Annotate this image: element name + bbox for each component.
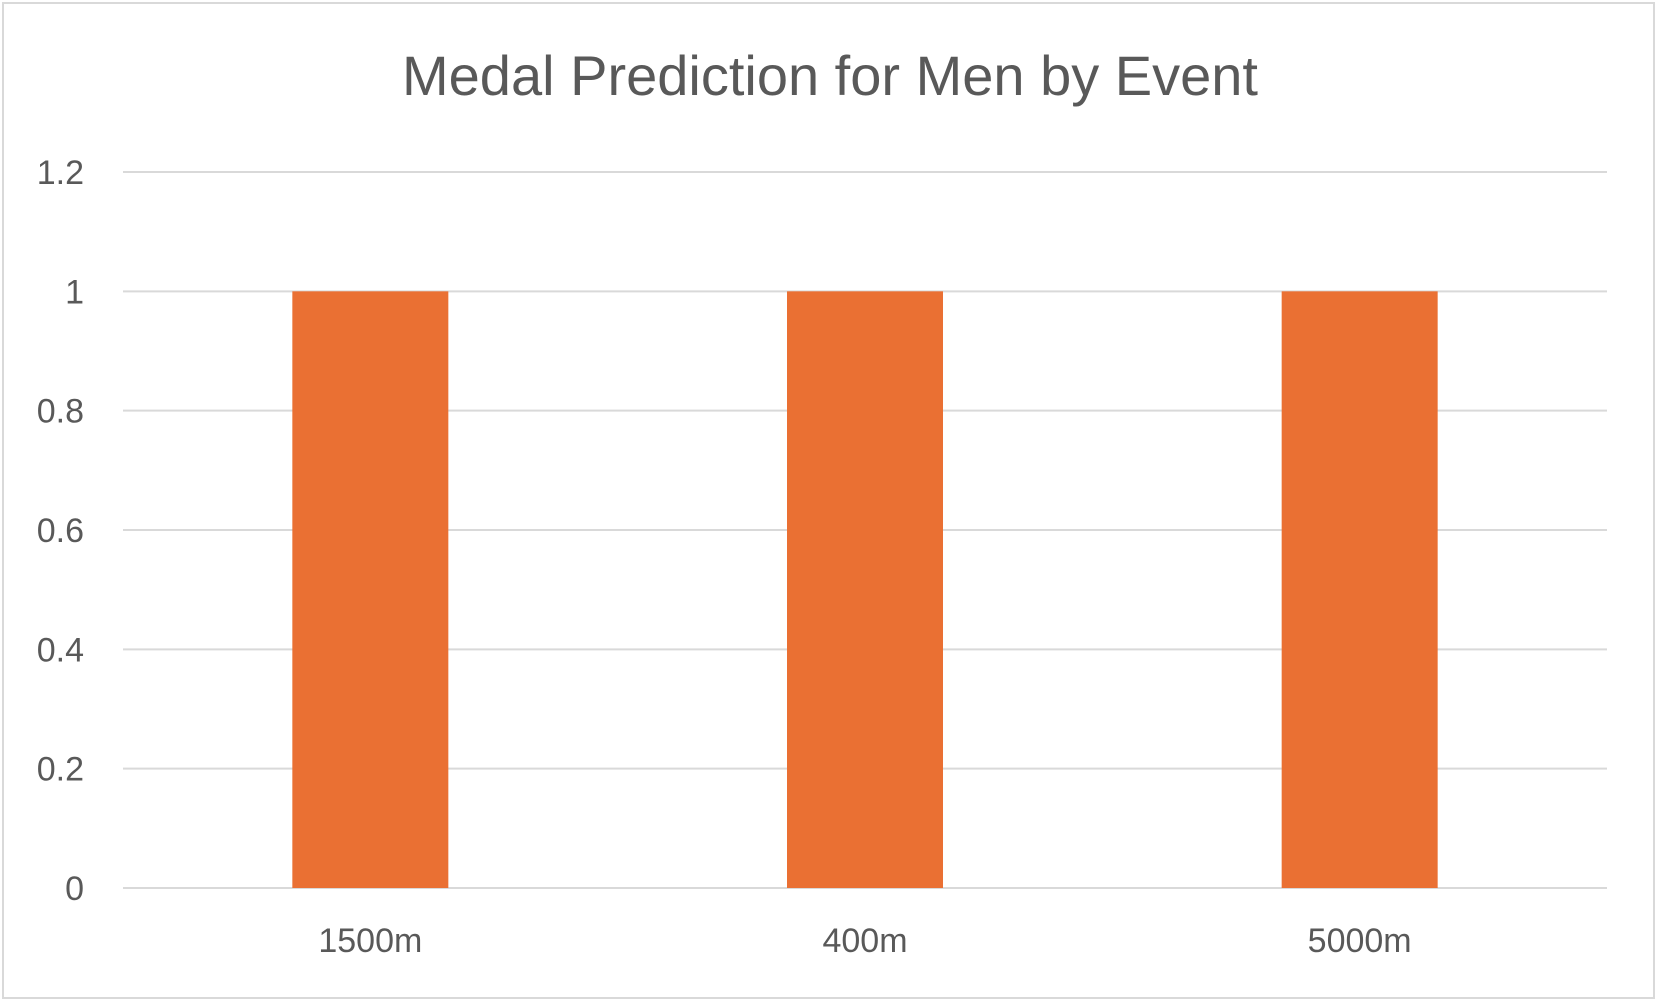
y-tick-label: 0.2 — [37, 751, 84, 789]
y-tick-label: 0 — [65, 870, 84, 908]
x-tick-label: 5000m — [1308, 922, 1412, 960]
x-axis-ticks: 1500m 400m 5000m — [318, 922, 1411, 960]
bar-1500m — [292, 291, 449, 888]
y-tick-label: 0.6 — [37, 512, 84, 550]
x-tick-label: 400m — [822, 922, 907, 960]
y-tick-label: 1.2 — [37, 154, 84, 192]
bar-400m — [787, 291, 943, 888]
y-tick-label: 0.8 — [37, 393, 84, 431]
y-axis-ticks: 0 0.2 0.4 0.6 0.8 1 1.2 — [37, 154, 84, 908]
y-tick-label: 0.4 — [37, 631, 84, 669]
x-tick-label: 1500m — [318, 922, 422, 960]
chart-title: Medal Prediction for Men by Event — [402, 44, 1258, 107]
bar-5000m — [1281, 291, 1438, 888]
bars — [292, 291, 1438, 888]
y-tick-label: 1 — [65, 273, 84, 311]
